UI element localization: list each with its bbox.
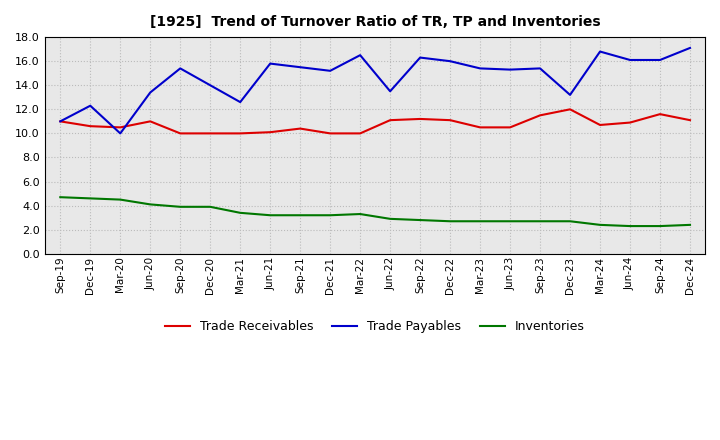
Trade Receivables [685,117,694,123]
Trade Receivables [236,131,245,136]
Inventories [326,213,335,218]
Inventories [536,219,544,224]
Inventories [386,216,395,221]
Inventories [446,219,454,224]
Trade Receivables [626,120,634,125]
Trade Payables [685,45,694,51]
Trade Receivables [176,131,184,136]
Trade Receivables [326,131,335,136]
Legend: Trade Receivables, Trade Payables, Inventories: Trade Receivables, Trade Payables, Inven… [161,315,590,338]
Trade Receivables [536,113,544,118]
Inventories [176,204,184,209]
Trade Payables [656,57,665,62]
Trade Receivables [386,117,395,123]
Trade Payables [626,57,634,62]
Trade Payables [386,88,395,94]
Trade Payables [566,92,575,98]
Trade Payables [296,65,305,70]
Trade Payables [416,55,425,60]
Title: [1925]  Trend of Turnover Ratio of TR, TP and Inventories: [1925] Trend of Turnover Ratio of TR, TP… [150,15,600,29]
Trade Receivables [206,131,215,136]
Trade Receivables [56,119,65,124]
Inventories [626,224,634,229]
Trade Receivables [416,116,425,121]
Inventories [505,219,514,224]
Trade Receivables [296,126,305,131]
Inventories [566,219,575,224]
Trade Receivables [446,117,454,123]
Trade Payables [536,66,544,71]
Trade Payables [356,52,364,58]
Trade Receivables [476,125,485,130]
Trade Payables [116,131,125,136]
Trade Receivables [356,131,364,136]
Inventories [236,210,245,216]
Trade Receivables [266,129,274,135]
Inventories [206,204,215,209]
Trade Receivables [116,125,125,130]
Inventories [356,211,364,216]
Trade Payables [266,61,274,66]
Trade Payables [446,59,454,64]
Trade Payables [505,67,514,72]
Trade Receivables [86,124,94,129]
Inventories [296,213,305,218]
Trade Payables [206,83,215,88]
Trade Payables [476,66,485,71]
Trade Payables [56,119,65,124]
Trade Payables [146,90,155,95]
Inventories [146,202,155,207]
Inventories [86,196,94,201]
Trade Payables [595,49,604,54]
Line: Inventories: Inventories [60,197,690,226]
Inventories [56,194,65,200]
Trade Receivables [656,111,665,117]
Trade Receivables [146,119,155,124]
Line: Trade Payables: Trade Payables [60,48,690,133]
Inventories [685,222,694,227]
Trade Payables [86,103,94,108]
Trade Payables [236,99,245,105]
Inventories [595,222,604,227]
Trade Payables [176,66,184,71]
Trade Receivables [595,122,604,128]
Trade Receivables [566,106,575,112]
Inventories [416,217,425,223]
Inventories [266,213,274,218]
Trade Payables [326,68,335,73]
Line: Trade Receivables: Trade Receivables [60,109,690,133]
Inventories [116,197,125,202]
Inventories [656,224,665,229]
Trade Receivables [505,125,514,130]
Inventories [476,219,485,224]
